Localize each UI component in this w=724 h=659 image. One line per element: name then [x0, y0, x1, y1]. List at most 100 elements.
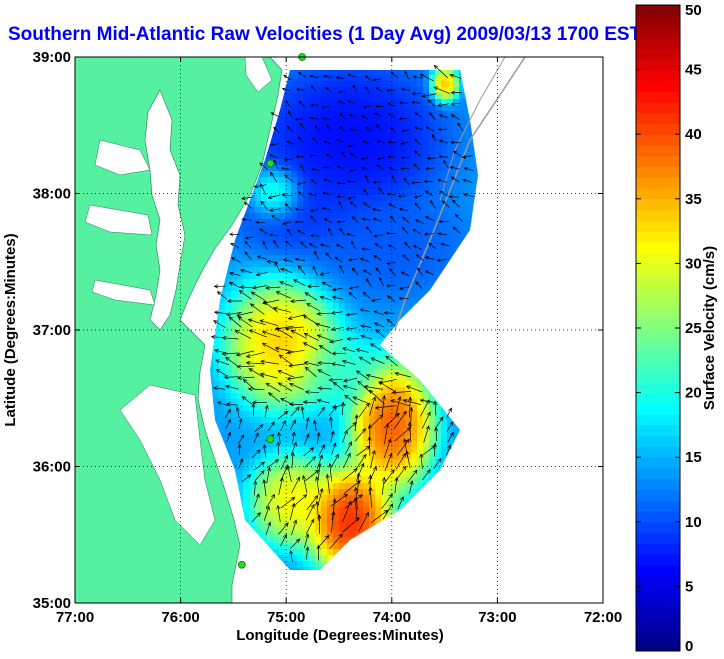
velocity-cell [399, 267, 406, 274]
velocity-cell [453, 105, 460, 112]
velocity-cell [441, 81, 448, 88]
velocity-cell [267, 327, 274, 334]
velocity-cell [375, 117, 382, 124]
velocity-cell [435, 135, 442, 142]
velocity-cell [423, 243, 430, 250]
velocity-cell [387, 117, 394, 124]
velocity-cell [273, 273, 280, 280]
velocity-cell [327, 225, 334, 232]
velocity-cell [405, 141, 412, 148]
velocity-cell [375, 339, 382, 346]
velocity-cell [393, 75, 400, 82]
velocity-cell [393, 153, 400, 160]
velocity-cell [399, 255, 406, 262]
velocity-cell [405, 285, 412, 292]
velocity-cell [285, 303, 292, 310]
velocity-cell [333, 375, 340, 382]
velocity-cell [405, 99, 412, 106]
velocity-cell [273, 375, 280, 382]
velocity-cell [369, 153, 376, 160]
velocity-cell [297, 129, 304, 136]
velocity-cell [357, 237, 364, 244]
velocity-cell [273, 387, 280, 394]
velocity-cell [303, 105, 310, 112]
velocity-cell [327, 291, 334, 298]
velocity-cell [387, 183, 394, 190]
velocity-cell [297, 285, 304, 292]
velocity-cell [393, 393, 400, 400]
velocity-cell [303, 237, 310, 244]
velocity-cell [249, 297, 256, 304]
velocity-cell [213, 351, 220, 358]
velocity-cell [291, 165, 298, 172]
velocity-cell [393, 129, 400, 136]
velocity-cell [435, 129, 442, 136]
velocity-cell [435, 249, 442, 256]
velocity-cell [315, 369, 322, 376]
velocity-cell [357, 213, 364, 220]
velocity-cell [327, 201, 334, 208]
velocity-cell [279, 135, 286, 142]
velocity-cell [291, 267, 298, 274]
velocity-cell [441, 141, 448, 148]
velocity-cell [219, 363, 226, 370]
velocity-cell [417, 213, 424, 220]
velocity-cell [411, 123, 418, 130]
velocity-cell [255, 345, 262, 352]
velocity-cell [393, 297, 400, 304]
velocity-cell [261, 285, 268, 292]
velocity-cell [363, 87, 370, 94]
velocity-cell [279, 225, 286, 232]
velocity-cell [261, 363, 268, 370]
velocity-cell [387, 231, 394, 238]
velocity-cell [225, 279, 232, 286]
velocity-cell [369, 309, 376, 316]
velocity-cell [399, 189, 406, 196]
velocity-cell [339, 363, 346, 370]
velocity-cell [285, 159, 292, 166]
velocity-cell [423, 393, 430, 400]
velocity-cell [387, 123, 394, 130]
velocity-cell [279, 201, 286, 208]
velocity-cell [261, 339, 268, 346]
velocity-cell [417, 267, 424, 274]
velocity-cell [291, 177, 298, 184]
velocity-cell [375, 99, 382, 106]
velocity-cell [237, 387, 244, 394]
velocity-cell [423, 81, 430, 88]
velocity-cell [261, 159, 268, 166]
velocity-cell [375, 171, 382, 178]
velocity-cell [387, 219, 394, 226]
velocity-cell [273, 363, 280, 370]
velocity-cell [327, 273, 334, 280]
velocity-cell [333, 111, 340, 118]
velocity-cell [267, 189, 274, 196]
velocity-cell [375, 249, 382, 256]
velocity-cell [369, 183, 376, 190]
velocity-cell [387, 129, 394, 136]
velocity-cell [291, 231, 298, 238]
velocity-cell [417, 135, 424, 142]
velocity-cell [213, 333, 220, 340]
velocity-cell [291, 243, 298, 250]
velocity-cell [309, 189, 316, 196]
velocity-cell [333, 207, 340, 214]
velocity-cell [303, 141, 310, 148]
velocity-cell [351, 381, 358, 388]
velocity-cell [381, 207, 388, 214]
velocity-cell [225, 339, 232, 346]
velocity-cell [225, 273, 232, 280]
velocity-cell [375, 105, 382, 112]
velocity-cell [279, 279, 286, 286]
velocity-cell [465, 213, 472, 220]
velocity-cell [327, 195, 334, 202]
velocity-cell [369, 195, 376, 202]
velocity-cell [417, 207, 424, 214]
velocity-cell [327, 123, 334, 130]
velocity-cell [237, 285, 244, 292]
velocity-cell [459, 189, 466, 196]
velocity-cell [333, 201, 340, 208]
plot-area [74, 53, 604, 604]
velocity-cell [357, 141, 364, 148]
velocity-cell [375, 357, 382, 364]
